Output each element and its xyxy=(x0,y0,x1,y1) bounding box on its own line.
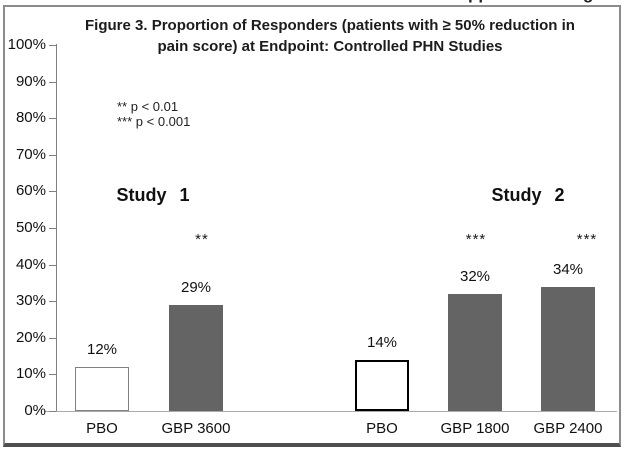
y-axis-tick-label: 30% xyxy=(15,292,46,310)
x-axis-category-label-pbo: PBO xyxy=(366,420,398,437)
legend-line-p-0-01: ** p < 0.01 xyxy=(117,99,179,114)
y-axis-tick-label: 40% xyxy=(15,255,46,273)
clipped-text-fragment: pp xyxy=(468,0,489,4)
y-axis-tick xyxy=(49,228,56,229)
significance-marker-gbp-1800: *** xyxy=(465,231,487,248)
y-axis-tick-label: 80% xyxy=(15,109,46,127)
y-axis-tick-label: 0% xyxy=(24,402,46,419)
y-axis-tick xyxy=(49,118,56,120)
bar-value-label-gbp-1800: 32% xyxy=(459,268,491,285)
y-axis-tick-label: 70% xyxy=(15,145,46,163)
y-axis-tick xyxy=(49,191,56,193)
bar-value-label-pbo: 14% xyxy=(366,334,398,351)
y-axis-tick-label: 20% xyxy=(15,328,46,346)
y-axis-tick xyxy=(49,154,56,156)
y-axis-tick xyxy=(49,45,56,46)
bar-value-label-gbp-2400: 34% xyxy=(552,261,584,278)
x-axis-line xyxy=(44,411,617,412)
y-axis-tick xyxy=(49,411,56,412)
bar-pbo xyxy=(355,360,409,411)
chart-title: Figure 3. Proportion of Responders (pati… xyxy=(85,17,575,55)
significance-legend: ** p < 0.01 *** p < 0.001 xyxy=(117,99,190,129)
y-axis-tick xyxy=(49,337,56,339)
bar-gbp-3600 xyxy=(169,305,223,411)
clipped-page-text: pp g xyxy=(0,0,624,6)
bar-pbo xyxy=(75,367,129,411)
bar-gbp-2400 xyxy=(541,287,595,411)
x-axis-category-label-pbo: PBO xyxy=(86,420,118,437)
y-axis-tick xyxy=(49,81,56,83)
y-axis-tick-label: 90% xyxy=(15,72,46,90)
y-axis-tick-label: 50% xyxy=(15,219,46,236)
y-axis-tick xyxy=(49,264,56,266)
y-axis-tick xyxy=(49,301,56,303)
significance-marker-gbp-2400: *** xyxy=(576,231,598,248)
x-axis-category-label-gbp-1800: GBP 1800 xyxy=(440,420,510,437)
y-axis-tick-label: 60% xyxy=(15,182,46,200)
chart-frame xyxy=(3,5,621,447)
x-axis-category-label-gbp-2400: GBP 2400 xyxy=(533,420,603,437)
group-label-study-2: Study 2 xyxy=(491,185,565,205)
legend-line-p-0-001: *** p < 0.001 xyxy=(117,114,191,129)
bar-gbp-1800 xyxy=(448,294,502,411)
x-axis-category-label-gbp-3600: GBP 3600 xyxy=(161,420,231,437)
group-label-study-1: Study 1 xyxy=(116,185,190,205)
y-axis-tick-label: 100% xyxy=(7,36,46,53)
y-axis-tick-label: 10% xyxy=(15,365,46,383)
significance-marker-gbp-3600: ** xyxy=(195,231,209,248)
y-axis-tick xyxy=(49,374,56,376)
bar-value-label-gbp-3600: 29% xyxy=(180,279,212,296)
bar-value-label-pbo: 12% xyxy=(86,341,118,358)
y-axis-line xyxy=(56,44,57,411)
clipped-text-fragment: g xyxy=(583,0,593,4)
